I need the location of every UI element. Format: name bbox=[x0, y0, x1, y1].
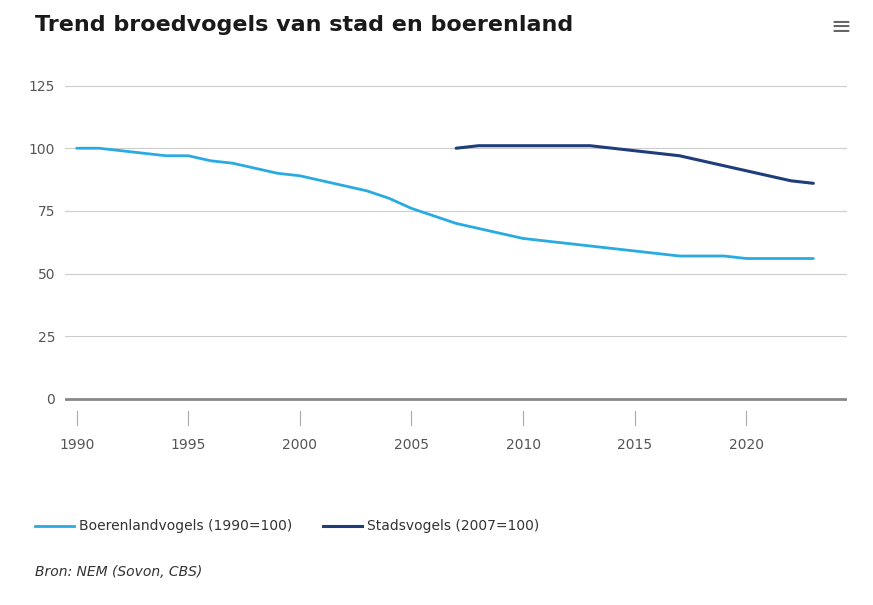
Text: Trend broedvogels van stad en boerenland: Trend broedvogels van stad en boerenland bbox=[35, 15, 574, 35]
Text: Bron: NEM (Sovon, CBS): Bron: NEM (Sovon, CBS) bbox=[35, 564, 203, 579]
Text: Boerenlandvogels (1990=100): Boerenlandvogels (1990=100) bbox=[79, 519, 292, 534]
Text: 2000: 2000 bbox=[282, 437, 318, 452]
Text: 2005: 2005 bbox=[394, 437, 429, 452]
Text: ≡: ≡ bbox=[830, 15, 851, 39]
Text: 1995: 1995 bbox=[170, 437, 206, 452]
Text: 2020: 2020 bbox=[729, 437, 764, 452]
Text: Stadsvogels (2007=100): Stadsvogels (2007=100) bbox=[367, 519, 539, 534]
Text: 2010: 2010 bbox=[505, 437, 540, 452]
Text: 2015: 2015 bbox=[617, 437, 652, 452]
Text: 1990: 1990 bbox=[59, 437, 94, 452]
